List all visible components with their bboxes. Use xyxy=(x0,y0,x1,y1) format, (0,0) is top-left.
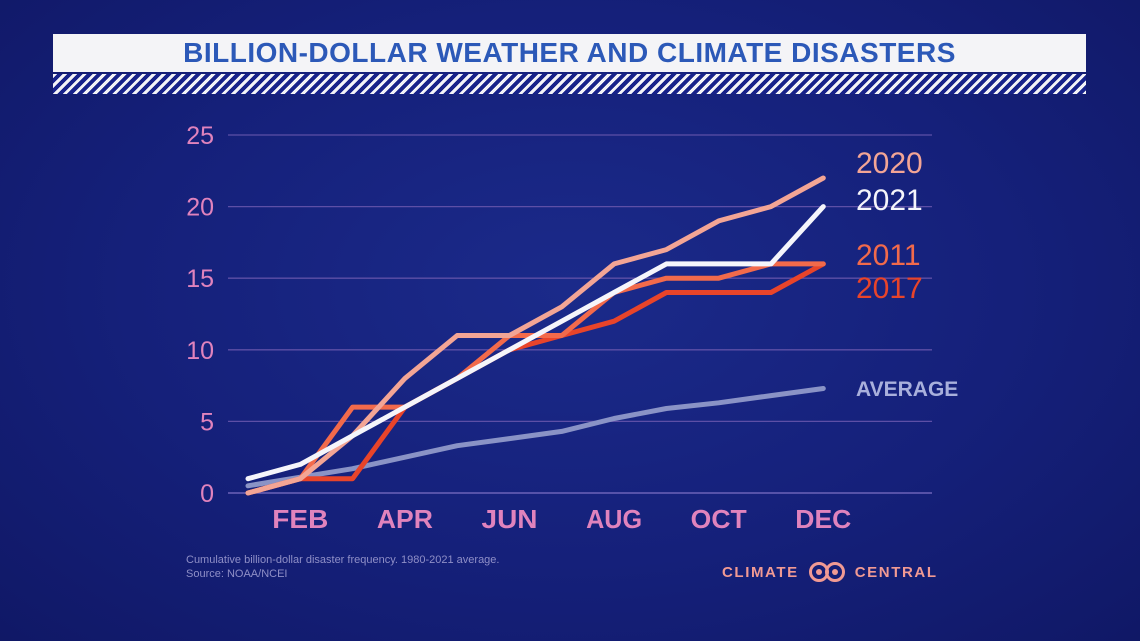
y-tick-label-25: 25 xyxy=(186,122,214,150)
title-bar: BILLION-DOLLAR WEATHER AND CLIMATE DISAS… xyxy=(53,34,1086,72)
brand-text-right: CENTRAL xyxy=(854,563,938,581)
chart-title: BILLION-DOLLAR WEATHER AND CLIMATE DISAS… xyxy=(183,37,956,68)
series-line-2021 xyxy=(245,204,826,482)
y-tick-label-5: 5 xyxy=(200,408,214,436)
series-label-2020: 2020 xyxy=(856,147,923,180)
footnote-description: Cumulative billion-dollar disaster frequ… xyxy=(186,554,500,566)
brand-rings-icon xyxy=(808,562,845,582)
y-tick-label-0: 0 xyxy=(200,480,214,508)
x-tick-label-dec: DEC xyxy=(795,504,851,534)
climate-central-logo: CLIMATE CENTRAL xyxy=(722,561,938,583)
series-label-2017: 2017 xyxy=(856,272,923,305)
y-tick-label-15: 15 xyxy=(186,265,214,293)
series-line-average xyxy=(245,386,826,489)
x-tick-label-feb: FEB xyxy=(272,504,328,534)
x-tick-label-jun: JUN xyxy=(482,504,538,534)
x-axis-ticks: FEB APR JUN AUG OCT DEC xyxy=(272,504,851,534)
series-line-2011 xyxy=(245,261,826,496)
y-tick-label-10: 10 xyxy=(186,337,214,365)
x-tick-label-oct: OCT xyxy=(691,504,747,534)
y-tick-label-20: 20 xyxy=(186,194,214,222)
y-axis-ticks: 0 5 10 15 20 25 xyxy=(186,122,214,508)
grid xyxy=(228,134,932,494)
series-label-2011: 2011 xyxy=(856,239,921,272)
brand-text-left: CLIMATE xyxy=(722,563,799,581)
x-tick-label-aug: AUG xyxy=(586,504,642,534)
footnote-source: Source: NOAA/NCEI xyxy=(186,568,288,580)
footnote: Cumulative billion-dollar disaster frequ… xyxy=(186,553,499,581)
series-label-average: AVERAGE xyxy=(856,378,958,401)
series-label-2021: 2021 xyxy=(856,184,923,217)
x-tick-label-apr: APR xyxy=(377,504,433,534)
title-stripe-decoration xyxy=(53,74,1086,94)
series-lines xyxy=(245,175,826,496)
series-line-2017 xyxy=(245,261,826,496)
